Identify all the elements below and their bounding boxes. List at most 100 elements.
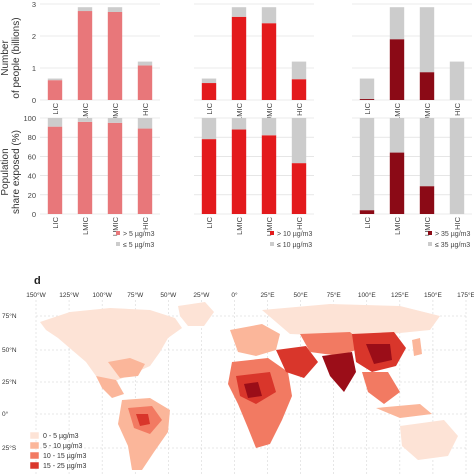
x-tick-label-lic: LIC <box>51 216 60 228</box>
x-tick-label-lmic: LMIC <box>81 216 90 235</box>
bar-lic-series-1 <box>47 80 63 100</box>
bar-lmic-series-1 <box>389 39 405 100</box>
x-tick-label-umic: UMIC <box>265 216 274 236</box>
bar-umic-series-2 <box>107 118 123 123</box>
y-tick-label: 3 <box>32 0 36 9</box>
bar-hic-series-2 <box>137 61 153 66</box>
legend-label: ≤ 5 µg/m3 <box>123 242 154 249</box>
bar-panel-2: LIC LMIC UMIC HIC <box>194 3 314 122</box>
lon-tick-label: 50°W <box>160 291 177 299</box>
y-tick-label: 2 <box>32 32 36 41</box>
x-tick-label-lic: LIC <box>51 102 60 114</box>
lon-tick-label: 175°E <box>457 291 474 299</box>
bar-umic-series-1 <box>261 23 277 101</box>
x-tick-label-hic: HIC <box>453 102 462 116</box>
bar-hic-series-2 <box>137 118 153 129</box>
x-tick-label-umic: UMIC <box>423 216 432 236</box>
lon-tick-label: 25°W <box>193 291 210 299</box>
lon-tick-label: 25°E <box>260 291 275 299</box>
legend-swatch <box>428 231 432 235</box>
bar-panel-4: 0 20 40 60 80 100 LIC LMIC UMIC HIC> 5 µg/m3 ≤ 5 µ… <box>23 114 160 249</box>
map-legend-label: 0 - 5 µg/m3 <box>43 433 79 440</box>
bar-lmic-series-1 <box>77 11 93 100</box>
lon-tick-label: 100°W <box>92 291 112 299</box>
y-tick-label: 0 <box>32 96 36 105</box>
x-tick-label-umic: UMIC <box>111 102 120 122</box>
lat-tick-label: 0° <box>2 410 9 418</box>
lon-tick-label: 150°E <box>424 291 442 299</box>
legend-label: > 10 µg/m3 <box>277 231 312 238</box>
bar-lic-series-2 <box>47 118 63 127</box>
x-tick-label-umic: UMIC <box>265 102 274 122</box>
region-north-america <box>40 308 182 382</box>
x-tick-label-hic: HIC <box>141 216 150 230</box>
x-tick-label-hic: HIC <box>295 102 304 116</box>
bar-umic-series-2 <box>261 118 277 136</box>
map-legend-label: 10 - 15 µg/m3 <box>43 453 86 460</box>
region-central-asia <box>300 332 366 356</box>
map-legend-swatch <box>29 441 40 450</box>
bar-lic-series-1 <box>201 139 217 214</box>
bar-hic-series-1 <box>291 163 307 214</box>
x-tick-label-lmic: LMIC <box>393 102 402 121</box>
y-tick-label: 60 <box>28 152 36 161</box>
x-tick-label-lic: LIC <box>205 102 214 114</box>
bar-lic-series-2 <box>359 78 375 100</box>
lon-tick-label: 75°E <box>327 291 342 299</box>
bar-panel-1: 0 1 2 3 LIC LMIC UMIC HIC <box>32 0 160 122</box>
bar-lic-series-1 <box>359 99 375 100</box>
bar-lmic-series-2 <box>389 7 405 40</box>
bar-umic-series-2 <box>107 7 123 12</box>
bar-umic-series-2 <box>419 7 435 73</box>
bar-lmic-series-2 <box>389 118 405 153</box>
lon-tick-label: 0° <box>231 291 238 299</box>
x-tick-label-lic: LIC <box>205 216 214 228</box>
map-legend-label: 5 - 10 µg/m3 <box>43 443 83 450</box>
bar-lic-series-2 <box>47 78 63 81</box>
region-us-east <box>108 358 145 378</box>
bar-umic-series-1 <box>419 186 435 214</box>
bar-umic-series-1 <box>261 135 277 214</box>
x-tick-label-umic: UMIC <box>423 102 432 122</box>
lon-tick-label: 125°E <box>391 291 409 299</box>
bar-lmic-series-2 <box>231 118 247 130</box>
region-amazon-core <box>136 414 150 426</box>
region-europe <box>230 324 280 356</box>
x-tick-label-lic: LIC <box>363 102 372 114</box>
y-tick-label: 20 <box>28 191 36 200</box>
bar-lmic-series-1 <box>231 16 247 100</box>
region-greenland <box>178 302 214 326</box>
region-indonesia <box>376 404 432 418</box>
region-mexico <box>96 376 124 398</box>
bar-hic-series-2 <box>449 118 465 214</box>
bar-panel-3: LIC LMIC UMIC HIC <box>352 3 472 122</box>
region-west-africa <box>244 382 262 398</box>
bar-lic-series-1 <box>359 210 375 214</box>
lon-tick-label: 150°W <box>26 291 46 299</box>
bar-hic-series-1 <box>137 65 153 100</box>
bar-hic-series-1 <box>137 128 153 214</box>
x-tick-label-hic: HIC <box>453 216 462 230</box>
y-tick-label: 1 <box>32 64 36 73</box>
bar-umic-series-1 <box>107 122 123 214</box>
x-tick-label-lmic: LMIC <box>235 216 244 235</box>
legend-swatch <box>270 242 274 246</box>
region-japan <box>412 338 422 356</box>
world-map-panel: d 150°W 125°W 100°W 75°W 50°W 25°W 0° 25°E 50°E 7… <box>2 275 474 474</box>
lon-tick-label: 50°E <box>294 291 309 299</box>
x-tick-label-hic: HIC <box>141 102 150 116</box>
y-tick-label: 80 <box>28 133 36 142</box>
lon-tick-label: 100°E <box>358 291 376 299</box>
bar-panel-5: LIC LMIC UMIC HIC> 10 µg/m3 ≤ 10 µg/m3 <box>194 117 314 249</box>
legend-label: ≤ 10 µg/m3 <box>277 242 312 249</box>
bar-lmic-series-1 <box>231 129 247 214</box>
map-legend-swatch <box>29 461 40 470</box>
bar-hic-series-2 <box>449 61 465 100</box>
bar-lic-series-1 <box>47 126 63 214</box>
x-tick-label-lmic: LMIC <box>393 216 402 235</box>
ylabel-share-line1: Population <box>0 148 11 195</box>
bar-lmic-series-2 <box>77 118 93 122</box>
region-australia <box>400 420 458 460</box>
legend-swatch <box>116 231 120 235</box>
